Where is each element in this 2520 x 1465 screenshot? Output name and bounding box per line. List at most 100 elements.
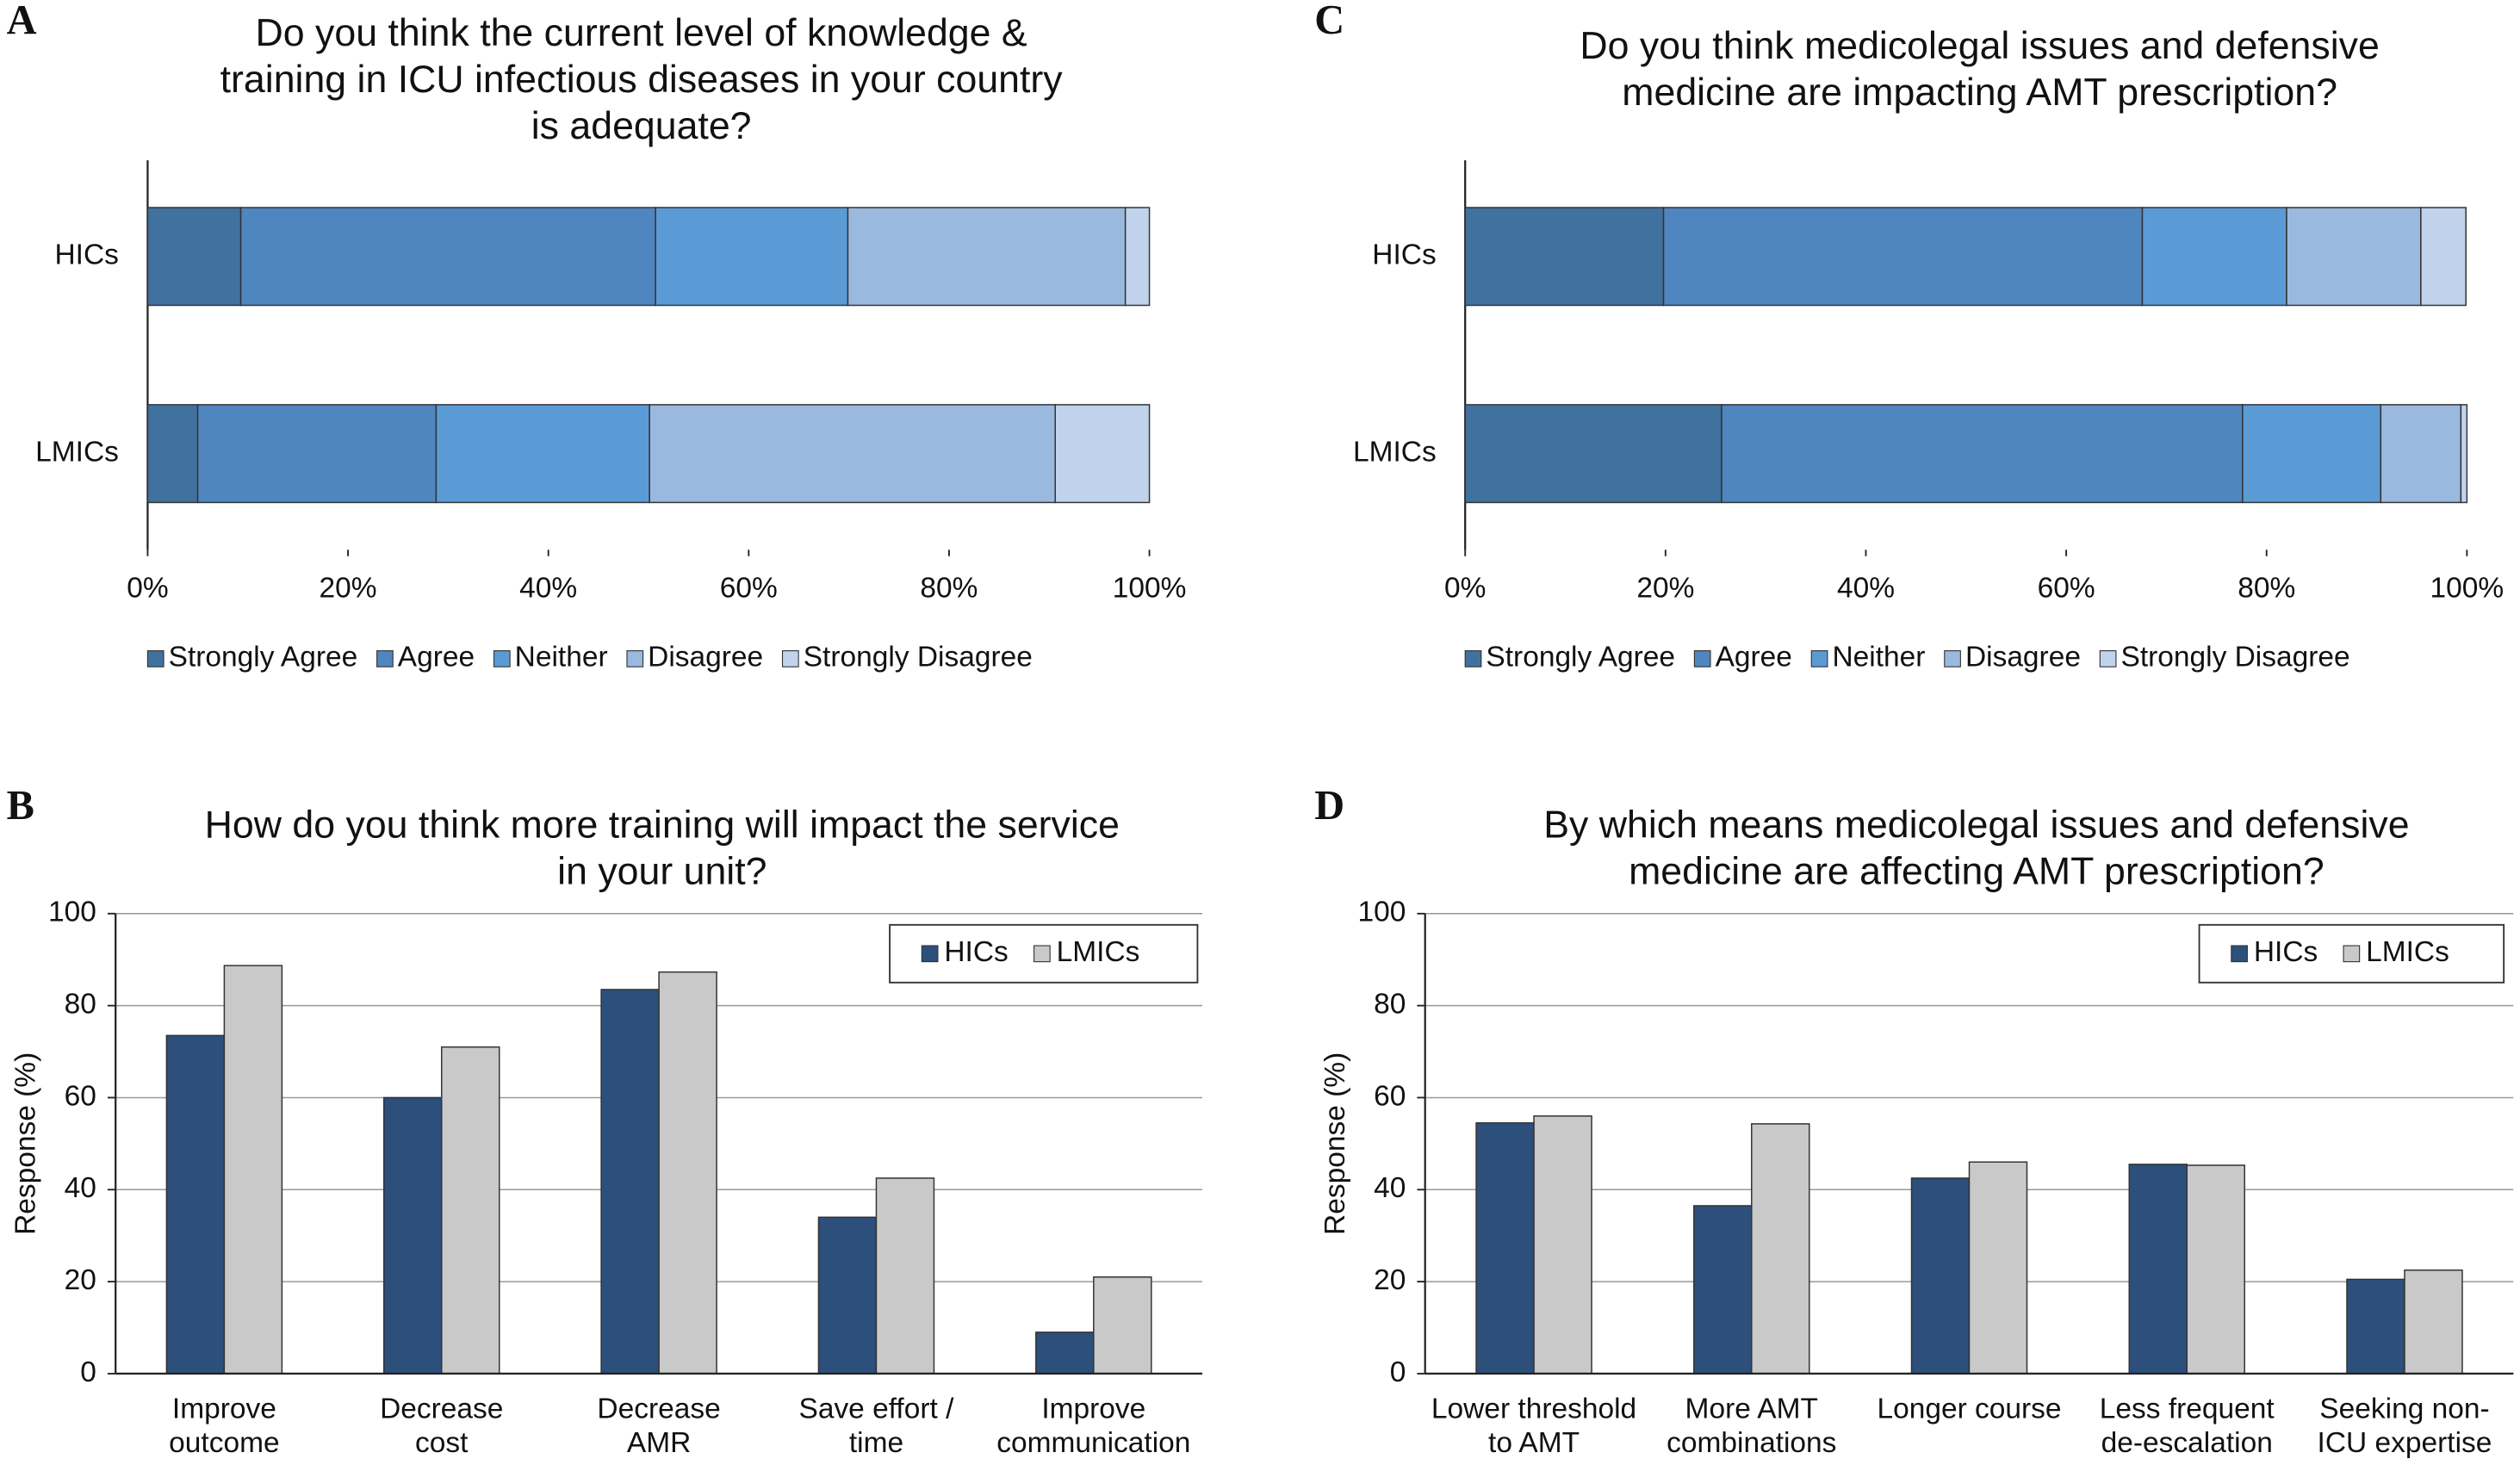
- bar-segment: [2380, 404, 2462, 504]
- bar: [1533, 1115, 1592, 1375]
- y-tick-label: 0: [80, 1356, 96, 1388]
- legend-swatch: [146, 650, 164, 667]
- x-tick-label: 100%: [2430, 573, 2504, 605]
- legend-swatch: [1693, 650, 1711, 667]
- y-axis-label: Response (%): [10, 1052, 42, 1235]
- bar-segment: [2286, 207, 2422, 307]
- bar-segment: [1464, 207, 1665, 307]
- x-tick-label: 60%: [720, 573, 778, 605]
- x-tick-label: Decrease AMR: [597, 1394, 720, 1459]
- x-tick-label: Longer course: [1877, 1394, 2061, 1425]
- y-tick-label: 80: [65, 988, 96, 1020]
- bar: [223, 965, 283, 1375]
- legend-label: Neither: [515, 642, 608, 674]
- legend-swatch: [626, 650, 644, 667]
- y-tick-label: 100: [48, 897, 96, 928]
- bar-segment: [649, 404, 1056, 504]
- legend-swatch: [376, 650, 394, 667]
- bar: [383, 1096, 443, 1375]
- bar-segment: [655, 207, 849, 307]
- x-tick-label: Less frequent de-escalation: [2100, 1394, 2275, 1459]
- chart-title: How do you think more training will impa…: [205, 804, 1120, 892]
- legend-label: Agree: [1716, 642, 1792, 674]
- y-tick-label: 20: [1374, 1264, 1406, 1296]
- y-tick-label: 20: [65, 1264, 96, 1296]
- y-tick-label: 40: [1374, 1172, 1406, 1204]
- bar: [875, 1177, 935, 1375]
- legend-swatch: [1033, 945, 1051, 963]
- x-tick-label: 0%: [1444, 573, 1486, 605]
- legend-swatch: [781, 650, 799, 667]
- x-tick-label: Save effort / time: [798, 1394, 954, 1459]
- x-tick-label: 20%: [320, 573, 377, 605]
- panel-label: C: [1314, 0, 1344, 43]
- legend-label: HICs: [2254, 936, 2318, 968]
- legend-label: Strongly Agree: [169, 642, 358, 674]
- x-tick-label: Improve outcome: [169, 1394, 279, 1459]
- bar: [2186, 1164, 2245, 1375]
- y-axis-label: Response (%): [1319, 1052, 1351, 1235]
- bar-segment: [146, 207, 242, 307]
- x-tick-label: 20%: [1636, 573, 1694, 605]
- x-tick-label: 40%: [1837, 573, 1895, 605]
- legend-swatch: [2099, 650, 2117, 667]
- legend-swatch: [493, 650, 511, 667]
- bar: [1475, 1122, 1535, 1375]
- bar: [2346, 1278, 2405, 1375]
- legend-label: Strongly Agree: [1486, 642, 1675, 674]
- bar-segment: [1124, 207, 1151, 307]
- legend-label: Agree: [398, 642, 475, 674]
- legend-label: LMICs: [1057, 936, 1140, 968]
- panel-label: A: [7, 0, 37, 43]
- chart-title: By which means medicolegal issues and de…: [1543, 804, 2409, 892]
- x-tick-label: Decrease cost: [380, 1394, 503, 1459]
- x-tick-label: Seeking non-ICU expertise: [2318, 1394, 2492, 1459]
- x-tick-label: 80%: [920, 573, 978, 605]
- x-tick-label: 60%: [2038, 573, 2095, 605]
- bar-segment: [435, 404, 650, 504]
- chart-title: Do you think medicolegal issues and defe…: [1580, 25, 2379, 114]
- y-tick-label: 80: [1374, 988, 1406, 1020]
- bar-segment: [196, 404, 438, 504]
- bar-segment: [239, 207, 656, 307]
- x-tick-label: Improve communication: [996, 1394, 1190, 1459]
- legend-swatch: [1810, 650, 1828, 667]
- x-tick-label: 100%: [1113, 573, 1187, 605]
- chart-title: Do you think the current level of knowle…: [220, 12, 1064, 147]
- bar: [658, 971, 717, 1375]
- bar: [600, 989, 660, 1375]
- bar: [2404, 1269, 2463, 1375]
- panel-label: B: [7, 783, 34, 829]
- y-tick-label: 100: [1357, 897, 1406, 928]
- legend-swatch: [2343, 945, 2361, 963]
- bar: [1035, 1332, 1095, 1375]
- bar-segment: [2420, 207, 2467, 307]
- bar: [817, 1216, 878, 1375]
- x-tick-label: Lower threshold to AMT: [1431, 1394, 1636, 1459]
- y-tick-label: 60: [1374, 1080, 1406, 1112]
- y-tick-label: 40: [65, 1172, 96, 1204]
- bar-segment: [2460, 404, 2468, 504]
- legend-label: LMICs: [2366, 936, 2449, 968]
- legend-label: Strongly Disagree: [2120, 642, 2349, 674]
- legend-swatch: [1464, 650, 1482, 667]
- bar: [2128, 1164, 2188, 1375]
- legend-swatch: [2231, 945, 2248, 963]
- legend-label: Neither: [1832, 642, 1925, 674]
- x-tick-label: 0%: [127, 573, 168, 605]
- x-tick-label: 40%: [519, 573, 577, 605]
- bar-segment: [1464, 404, 1722, 504]
- panel-label: D: [1314, 783, 1344, 829]
- bar-segment: [2141, 207, 2287, 307]
- bar-segment: [1662, 207, 2144, 307]
- category-label: HICs: [1372, 239, 1436, 271]
- bar: [1093, 1276, 1152, 1375]
- bar-segment: [146, 404, 199, 504]
- bar-segment: [1721, 404, 2244, 504]
- legend-label: HICs: [944, 936, 1008, 968]
- category-label: HICs: [55, 239, 119, 271]
- legend-label: Disagree: [648, 642, 763, 674]
- x-tick-label: 80%: [2238, 573, 2295, 605]
